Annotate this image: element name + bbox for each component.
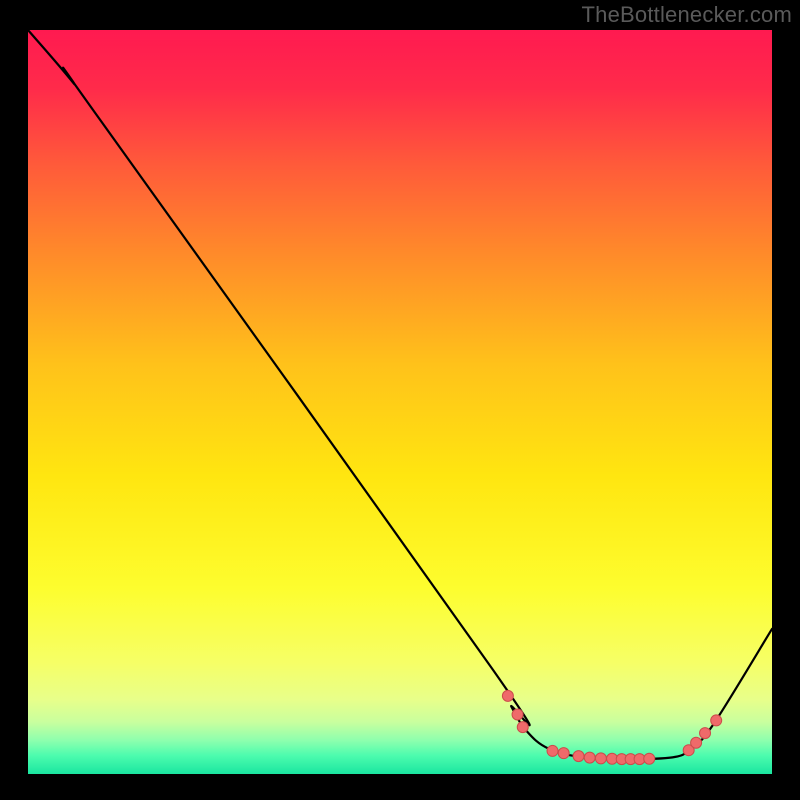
watermark-label: TheBottlenecker.com [582,2,792,28]
bottleneck-curve-chart [0,0,800,800]
data-marker [711,715,722,726]
data-marker [547,745,558,756]
data-marker [573,751,584,762]
data-marker [512,709,523,720]
data-marker [558,748,569,759]
data-marker [644,753,655,764]
data-marker [502,690,513,701]
data-marker [691,737,702,748]
data-marker [584,752,595,763]
data-marker [700,728,711,739]
data-marker [595,753,606,764]
plot-area [28,30,772,774]
data-marker [517,722,528,733]
chart-container: TheBottlenecker.com [0,0,800,800]
